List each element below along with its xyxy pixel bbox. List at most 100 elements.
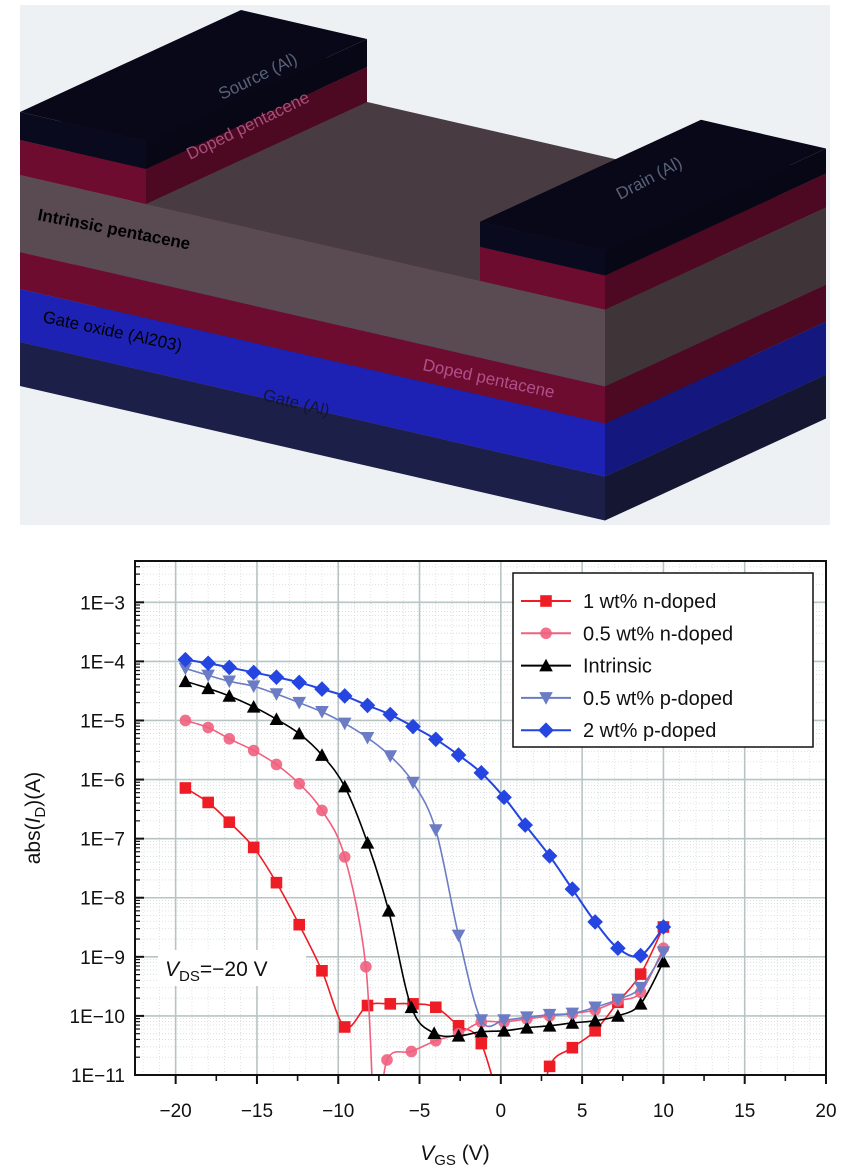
data-point-marker [178, 662, 193, 676]
transfer-curve-chart: −20 −15 −10 −5 0 5 10 15 20 1E−3 1E−4 1E−5 1E−6 1E−7 1… [22, 560, 837, 1169]
x-tick-label: −5 [409, 1101, 431, 1122]
legend-item: 1 wt% n-doped [521, 591, 716, 613]
data-point-marker [314, 681, 330, 697]
series-line [184, 787, 665, 1075]
data-point-marker [566, 1041, 579, 1054]
data-point-marker [247, 841, 260, 854]
data-point-marker [361, 999, 374, 1012]
source-contact-front-face [20, 112, 146, 169]
data-point-marker [222, 675, 237, 689]
gate-layer-side-face [605, 374, 826, 521]
data-point-marker [634, 968, 647, 980]
data-point-marker [316, 804, 328, 817]
data-point-marker [178, 674, 193, 688]
intrinsic-pentacene-layer-front-face [20, 175, 605, 387]
y-tick-label: 1E−11 [71, 1066, 125, 1087]
data-point-marker [384, 998, 397, 1010]
data-point-marker [201, 669, 215, 683]
gate-oxide-layer-front-face [20, 289, 605, 477]
data-point-marker [179, 782, 192, 794]
data-point-marker [360, 731, 375, 745]
data-point-marker [588, 1001, 602, 1015]
legend-marker-triangle-up-icon [539, 658, 553, 672]
data-point-marker [633, 997, 648, 1010]
data-point-marker [473, 765, 490, 781]
data-point-marker [450, 747, 467, 763]
x-tick-label: −15 [241, 1101, 273, 1122]
device-layers [20, 10, 826, 521]
source-contact-top-face [20, 10, 367, 141]
data-point-marker [359, 697, 376, 714]
legend-item: 0.5 wt% n-doped [521, 623, 733, 645]
source-doped-layer-side-face [146, 66, 367, 204]
annotation-suffix: =−20 V [200, 958, 268, 981]
data-point-marker [427, 731, 444, 748]
data-point-marker [270, 876, 283, 889]
intrinsic-pentacene-layer-side-face [605, 207, 826, 387]
data-point-marker [531, 1128, 543, 1140]
x-axis-label: VGS (V) [420, 1142, 490, 1169]
data-point-marker [404, 1000, 419, 1014]
data-point-marker [179, 714, 192, 727]
data-point-marker [542, 1008, 557, 1022]
series-line [185, 680, 665, 1038]
drain-doped-layer-front-face [480, 246, 605, 310]
data-point-marker [383, 750, 398, 763]
data-point-marker [543, 1060, 556, 1073]
data-point-marker [474, 1014, 489, 1027]
data-point-marker [656, 954, 671, 968]
data-point-marker [427, 1026, 441, 1039]
data-point-marker [496, 789, 512, 806]
data-point-marker [315, 748, 329, 761]
data-point-marker [451, 929, 466, 943]
data-point-marker [360, 960, 372, 973]
legend-marker-square-icon [540, 595, 552, 607]
drain-contact-side-face [605, 148, 826, 276]
data-point-marker [451, 1029, 466, 1042]
data-point-marker [611, 993, 625, 1007]
data-point-marker [475, 1037, 488, 1050]
source-doped-layer-front-face [20, 140, 146, 204]
data-point-marker [589, 1024, 601, 1037]
y-label-prefix: abs( [22, 823, 45, 864]
data-point-marker [517, 817, 534, 833]
legend: 1 wt% n-doped 0.5 wt% n-doped Intrinsic 0.5… [512, 572, 814, 748]
source-contact-side-face [146, 38, 367, 169]
data-point-marker [452, 1020, 465, 1032]
data-point-marker [474, 1024, 489, 1038]
data-point-marker [336, 688, 353, 704]
y-tick-label: 1E−5 [80, 711, 125, 732]
y-label-var: I [22, 817, 45, 823]
y-tick-label: 1E−4 [80, 652, 125, 673]
data-point-marker [223, 816, 236, 828]
data-point-marker [565, 1016, 580, 1029]
gate-oxide-layer-side-face [605, 321, 826, 477]
data-point-marker [269, 712, 284, 726]
data-point-marker [293, 777, 306, 790]
data-point-marker [505, 1128, 517, 1140]
data-point-marker [316, 965, 328, 977]
legend-marker-circle-icon [540, 627, 552, 640]
y-tick-label: 1E−8 [80, 889, 125, 910]
series-2-wt-p-doped [177, 651, 672, 964]
y-label-sub: D [32, 807, 49, 818]
data-point-marker [221, 659, 238, 676]
x-tick-label: 10 [653, 1101, 674, 1122]
data-point-marker [315, 706, 329, 719]
data-point-marker [497, 1014, 511, 1027]
data-point-marker [338, 1021, 351, 1033]
y-tick-label: 1E−3 [80, 593, 125, 614]
y-tick-label: 1E−7 [80, 830, 125, 851]
legend-label: 2 wt% p-doped [583, 720, 716, 742]
drain-contact-front-face [480, 221, 605, 276]
data-point-marker [268, 669, 285, 685]
data-point-marker [245, 664, 262, 681]
data-point-marker [247, 744, 260, 757]
doped-pentacene-bottom-layer-front-face [20, 252, 605, 424]
legend-label: 1 wt% n-doped [583, 591, 716, 613]
data-point-marker [520, 1011, 534, 1025]
data-point-marker [223, 732, 236, 745]
data-point-marker [337, 717, 352, 731]
data-point-marker [655, 919, 672, 935]
